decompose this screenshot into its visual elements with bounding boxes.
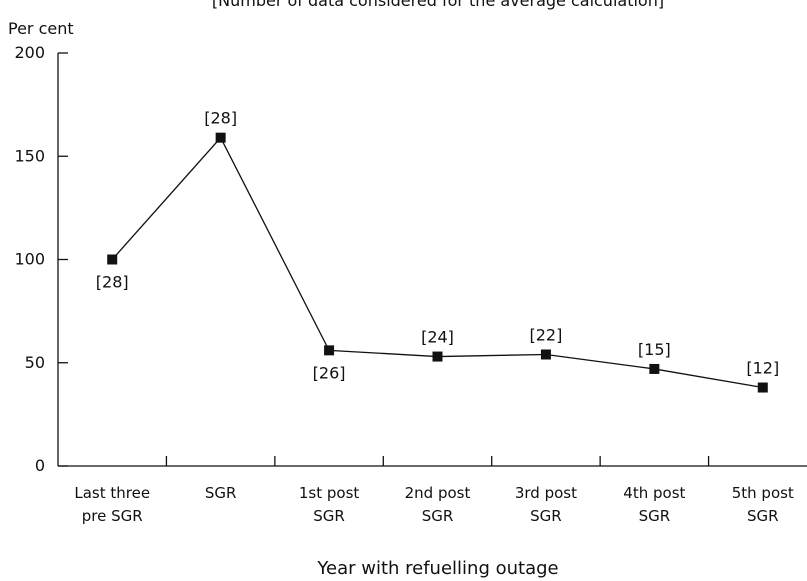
y-tick-label: 200 — [14, 43, 45, 62]
data-point-marker — [107, 254, 118, 265]
data-point-marker — [432, 351, 443, 362]
axes: 0 50 100 150 200 Last three pre SGR SGR 1st post… — [14, 43, 807, 525]
data-point-marker — [757, 382, 768, 393]
x-tick-label: 1st post SGR — [299, 484, 360, 525]
data-count-label: [28] — [204, 109, 237, 128]
x-tick-label: 2nd post SGR — [405, 484, 471, 525]
data-count-label: [12] — [746, 359, 779, 378]
chart-subtitle: [Number of data considered for the avera… — [212, 0, 664, 10]
data-count-label: [28] — [96, 273, 129, 292]
x-tick-label: Last three pre SGR — [74, 484, 150, 525]
x-tick-label: SGR — [205, 484, 237, 502]
x-tick-label: 3rd post SGR — [515, 484, 577, 525]
y-tick-label: 150 — [14, 146, 45, 165]
series-line-group: [28] [28] [26] [24] [22] [15] [12] — [96, 109, 779, 393]
x-tick-label: 4th post SGR — [623, 484, 685, 525]
y-tick-label: 50 — [25, 353, 45, 372]
data-count-label: [24] — [421, 328, 454, 347]
data-count-label: [22] — [530, 325, 563, 344]
y-tick-label: 100 — [14, 250, 45, 269]
data-point-marker — [540, 349, 551, 360]
data-count-label: [26] — [313, 363, 346, 382]
x-tick-label: 5th post SGR — [732, 484, 794, 525]
data-point-marker — [649, 363, 660, 374]
y-axis-label: Per cent — [8, 19, 74, 38]
data-point-marker — [215, 132, 226, 143]
data-count-label: [15] — [638, 340, 671, 359]
y-tick-label: 0 — [35, 456, 45, 475]
x-axis-label: Year with refuelling outage — [316, 558, 558, 579]
data-point-marker — [324, 345, 335, 356]
